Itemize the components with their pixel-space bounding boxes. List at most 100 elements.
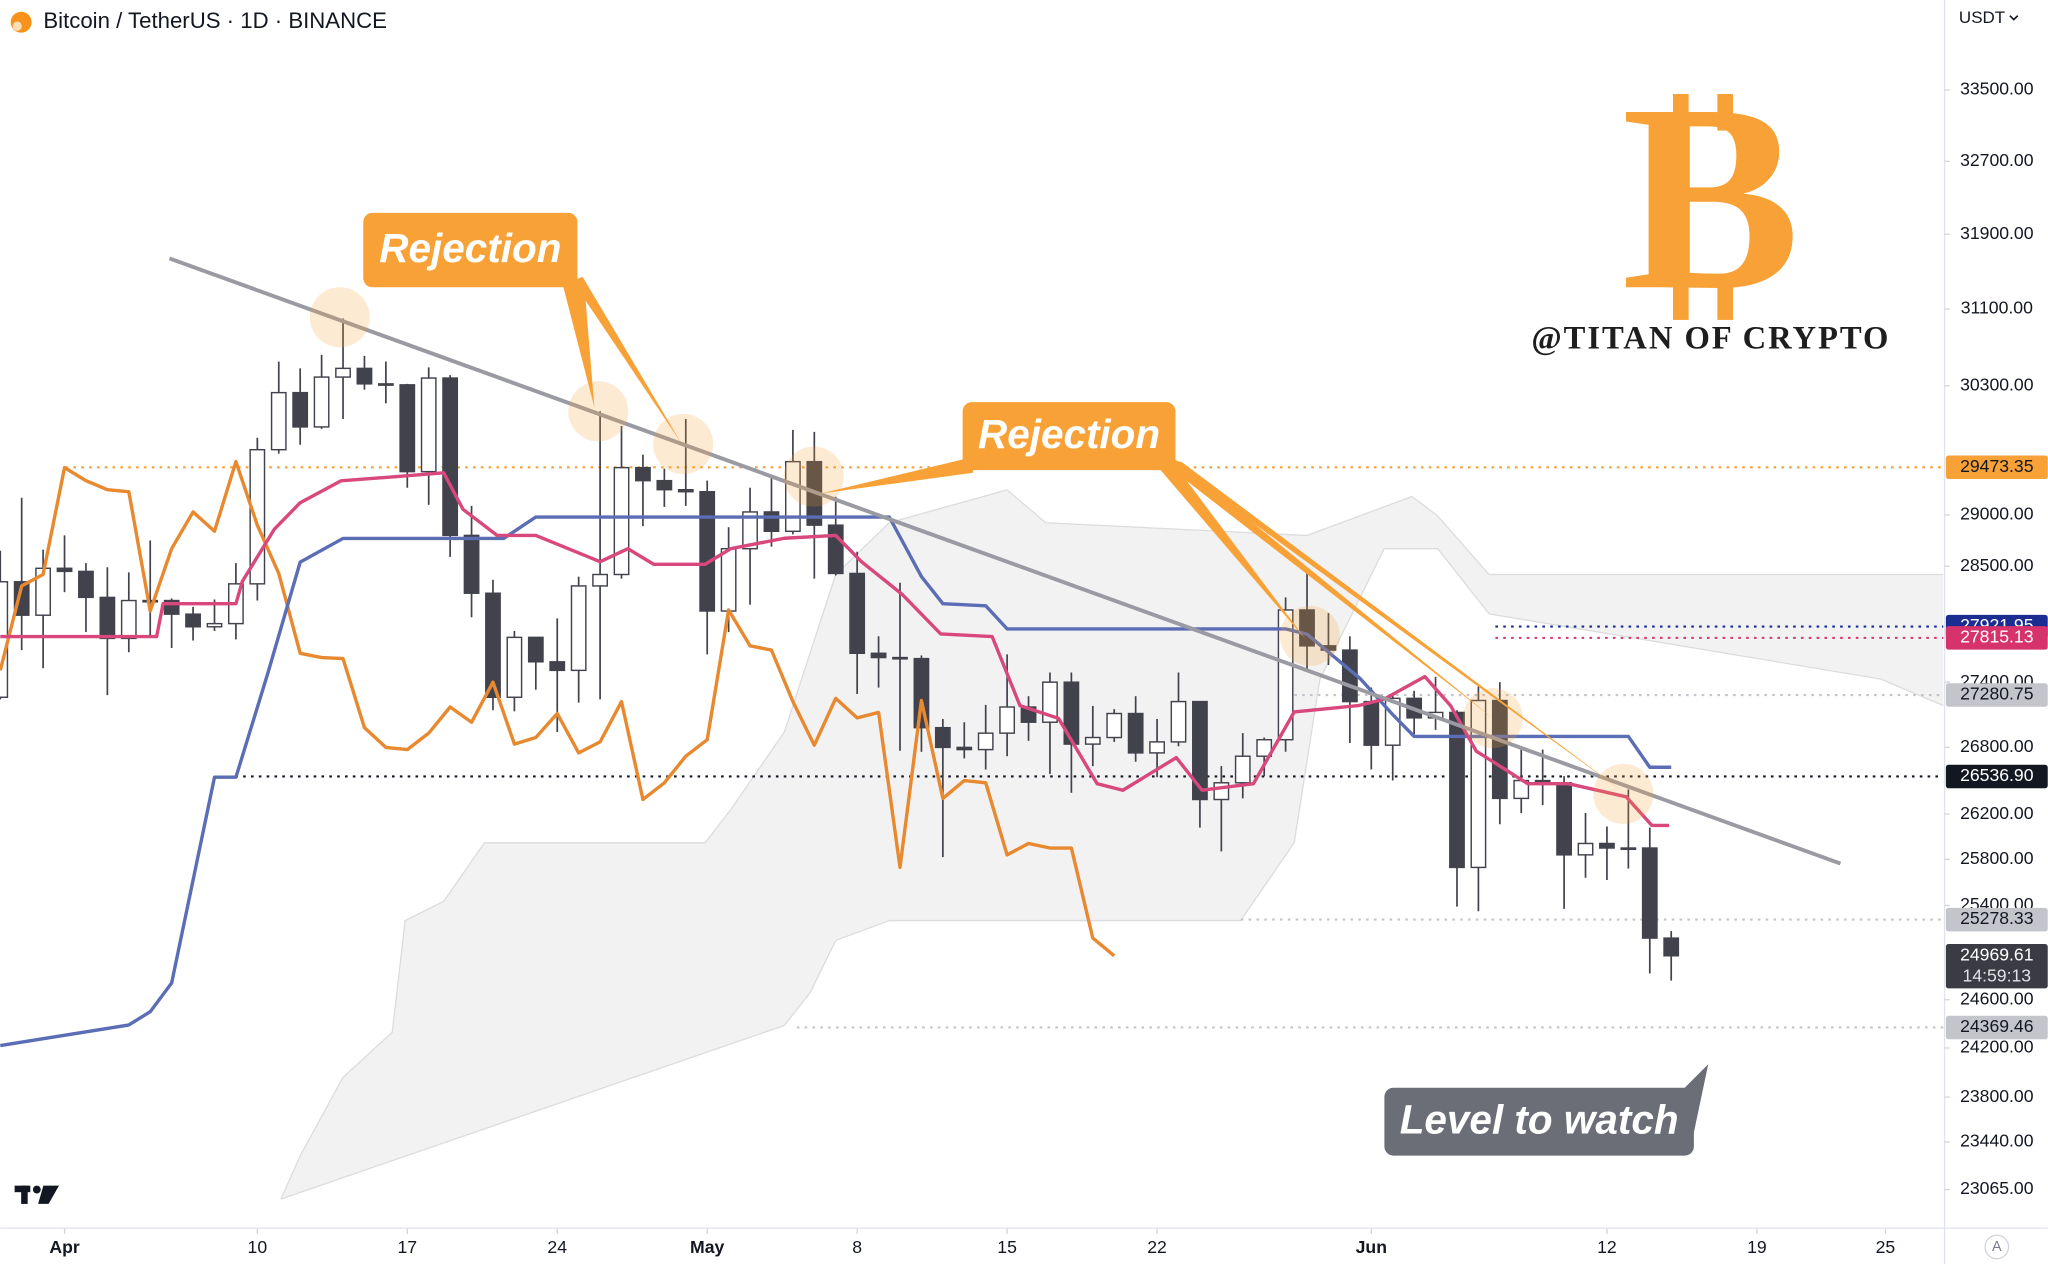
tradingview-logo: [14, 1185, 60, 1204]
annotation-box: [962, 402, 1176, 471]
trend-line: [168, 256, 1842, 866]
candle-body: [870, 652, 887, 659]
price-label-box: [1945, 1015, 2048, 1040]
auto-button-circle[interactable]: [1984, 1234, 2010, 1260]
candle-body: [442, 377, 459, 537]
x-tick-label: 17: [397, 1237, 417, 1257]
watermark-bar: [1717, 94, 1734, 131]
auto-button-label[interactable]: A: [1992, 1239, 2002, 1255]
time-axis-bg: [0, 1228, 2048, 1264]
candle-body: [1256, 738, 1273, 757]
highlight: [653, 413, 714, 474]
cloud-layer: [280, 489, 1944, 1200]
y-tick-label: 33500.00: [1960, 79, 2034, 99]
y-tick-label: 31100.00: [1961, 298, 2033, 318]
candle-body: [720, 547, 737, 612]
cloud-span-a: [280, 489, 1944, 1200]
candle-body: [592, 573, 608, 587]
watermark-handle: @TITAN OF CRYPTO: [1531, 320, 1890, 356]
candle-body: [0, 581, 9, 698]
candle-body: [1663, 937, 1680, 957]
candle-body: [1042, 681, 1058, 723]
header: Bitcoin / TetherUS · 1D · BINANCE: [10, 8, 387, 33]
price-label: 24969.61: [1960, 944, 2033, 964]
price-label-box: [1945, 683, 2048, 707]
currency-selector[interactable]: USDT: [1959, 8, 2019, 27]
candle-body: [420, 377, 437, 473]
annotation-text: Rejection: [379, 225, 561, 271]
candle-body: [956, 746, 973, 751]
x-tick-label: 8: [852, 1237, 862, 1257]
x-tick-label: 15: [997, 1237, 1017, 1257]
x-tick-label: 24: [547, 1237, 567, 1257]
y-tick-label: 26800.00: [1960, 736, 2034, 756]
x-tick-label: 19: [1747, 1237, 1767, 1257]
price-label-box: [1945, 626, 2048, 650]
cloud-fill: [280, 489, 1944, 1200]
y-tick-label: 23440.00: [1960, 1131, 2034, 1151]
candle-body: [1470, 699, 1487, 869]
annotation-pointer: [572, 276, 682, 444]
candle-body: [313, 376, 330, 428]
candle-body: [1277, 609, 1294, 741]
highlight: [1593, 763, 1654, 824]
overlays: [0, 256, 1842, 1048]
price-label: 24369.46: [1960, 1016, 2034, 1036]
x-tick-label: 12: [1597, 1237, 1617, 1257]
candle-body: [1556, 782, 1572, 856]
candle-body: [1063, 681, 1080, 745]
candle-body: [999, 706, 1016, 734]
candle-body: [120, 599, 137, 640]
candle-body: [506, 636, 523, 698]
y-tick-label: 24200.00: [1960, 1037, 2034, 1057]
candle-body: [977, 732, 994, 751]
logo-dot: [32, 1185, 41, 1194]
y-tick-label: 31900.00: [1960, 223, 2034, 243]
candle-body: [56, 567, 73, 573]
highlight: [783, 446, 844, 507]
candle-body: [1641, 847, 1658, 939]
candle-body: [335, 367, 351, 378]
x-tick-label: 25: [1876, 1237, 1896, 1257]
price-label: 27815.13: [1960, 627, 2034, 647]
x-tick-label: Apr: [49, 1237, 79, 1257]
candle-body: [763, 511, 780, 533]
candle-body: [849, 572, 866, 655]
candle-body: [1599, 842, 1615, 849]
candle-body: [206, 622, 223, 628]
logo-wedge: [38, 1185, 60, 1204]
candle-body: [1170, 700, 1187, 743]
annotation-pointer: [1162, 457, 1626, 794]
candle-body: [1577, 842, 1594, 856]
y-tick-label: 25800.00: [1960, 848, 2034, 868]
candle-body: [1620, 847, 1637, 851]
watermark: B @TITAN OF CRYPTO: [1531, 48, 1890, 356]
candle-body: [934, 726, 951, 749]
auto-scale-button[interactable]: A: [1984, 1234, 2010, 1260]
countdown-label: 14:59:13: [1963, 965, 2032, 985]
y-tick-label: 23800.00: [1960, 1086, 2034, 1106]
highlight: [1279, 605, 1340, 666]
currency-chevron: [2009, 15, 2019, 21]
symbol-icon-dot: [12, 21, 22, 31]
candle-body: [784, 460, 801, 533]
candle-body: [1449, 711, 1465, 869]
price-lines: [65, 466, 1944, 1029]
candle-body: [463, 534, 480, 594]
y-tick-label: 32700.00: [1960, 150, 2034, 170]
y-tick-label: 26200.00: [1960, 803, 2034, 823]
currency-label[interactable]: USDT: [1959, 8, 2005, 27]
x-tick-label: 22: [1147, 1237, 1167, 1257]
candle-body: [1192, 700, 1208, 801]
candle-body: [613, 466, 630, 576]
candle-body: [827, 524, 844, 575]
candle-body: [1127, 712, 1144, 754]
highlight: [568, 381, 629, 442]
x-tick-label: Jun: [1356, 1237, 1387, 1257]
watermark-bar: [1672, 282, 1689, 320]
candle-body: [570, 585, 587, 672]
y-tick-label: 28500.00: [1960, 555, 2034, 575]
